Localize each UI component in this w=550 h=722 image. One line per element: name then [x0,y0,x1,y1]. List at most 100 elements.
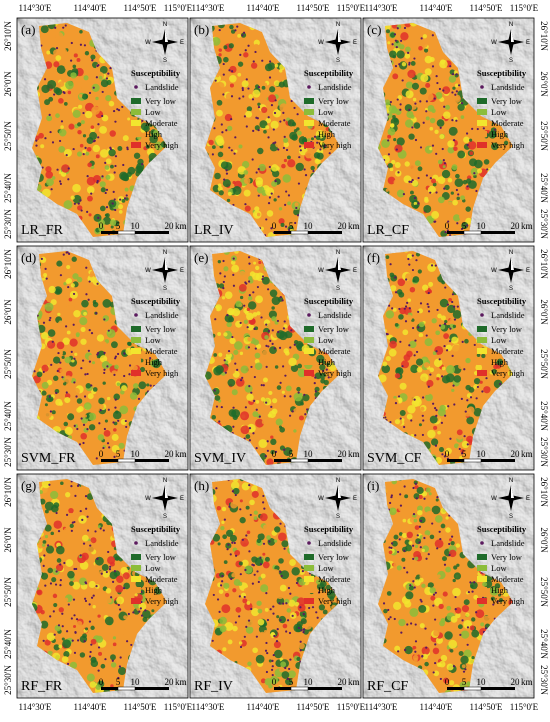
class-patch [99,355,108,363]
landslide-point [73,567,76,571]
class-patch [466,416,475,425]
landslide-point [103,351,106,354]
landslide-point [85,293,88,296]
landslide-point [82,542,86,545]
class-patch [279,628,286,635]
landslide-point [257,106,261,109]
class-patch [112,636,117,640]
class-patch [149,134,158,144]
landslide-point [225,129,228,132]
class-patch [271,316,277,322]
class-patch [216,499,223,506]
landslide-point [442,159,445,162]
scale-label: 10 [477,221,487,231]
class-patch [53,520,63,529]
class-patch [63,382,67,386]
class-patch [226,198,231,203]
class-patch [391,398,399,406]
landslide-point [398,63,401,66]
class-patch [95,154,100,159]
class-patch [263,629,268,634]
class-patch [448,182,457,191]
panel-letter: (a) [21,22,35,37]
right-lat-label: 26°0'N [539,527,549,553]
class-patch [464,338,469,344]
landslide-point [288,667,291,671]
left-lat-label: 26°10'N [3,21,13,51]
class-patch [439,404,446,412]
class-patch [115,556,120,561]
class-patch [151,609,155,613]
landslide-point [453,403,456,406]
class-patch [113,393,121,401]
class-patch [232,180,236,185]
landslide-point [268,165,271,169]
class-patch [211,414,216,420]
class-patch [36,589,43,596]
landslide-point [277,330,280,334]
landslide-point [260,383,263,387]
scale-unit: km [521,221,533,231]
class-patch [279,584,287,592]
class-patch [447,324,451,329]
class-patch [436,373,441,378]
landslide-point [436,81,439,85]
class-patch [410,364,419,374]
class-patch [414,297,421,304]
landslide-point [48,483,51,486]
top-lon-label: 115°0'E [510,3,539,13]
class-patch [465,357,471,364]
landslide-point [109,565,112,568]
class-patch [423,387,432,396]
landslide-point [212,593,215,597]
landslide-point [413,196,417,200]
landslide-point [288,414,292,417]
class-patch [423,205,432,213]
legend-label: Very high [145,368,179,378]
class-patch [381,364,391,374]
class-patch [69,523,74,529]
class-patch [123,615,128,620]
class-patch [61,164,70,173]
class-patch [453,375,462,383]
landslide-point [44,584,47,587]
class-patch [275,578,282,585]
landslide-point [283,135,286,138]
landslide-point [277,195,280,198]
landslide-point [211,639,214,642]
class-patch [217,186,223,192]
landslide-point [138,610,141,613]
class-patch [112,642,117,647]
class-patch [241,80,249,88]
landslide-point [267,345,270,348]
landslide-point [267,202,271,205]
legend-title: Susceptibility [304,296,354,306]
legend-label: Moderate [145,346,178,356]
class-patch [315,135,321,141]
class-patch [250,43,254,47]
class-patch [133,383,139,389]
class-patch [36,371,43,378]
landslide-point [431,34,434,37]
landslide-point [67,178,70,181]
class-patch [439,293,443,297]
landslide-point [222,73,225,76]
landslide-point [84,373,87,376]
class-patch [216,109,223,117]
scale-bar-2 [290,458,309,463]
class-patch [66,278,73,284]
landslide-point [444,286,447,289]
class-patch [443,333,450,339]
legend-landslide-symbol [480,313,484,317]
class-patch [65,316,71,322]
class-patch [119,171,128,181]
class-patch [216,81,225,91]
class-patch [215,365,224,374]
landslide-point [273,111,277,115]
class-patch [268,390,273,396]
class-patch [439,298,449,308]
legend-swatch [131,598,141,604]
class-patch [116,575,124,583]
class-patch [40,535,45,540]
